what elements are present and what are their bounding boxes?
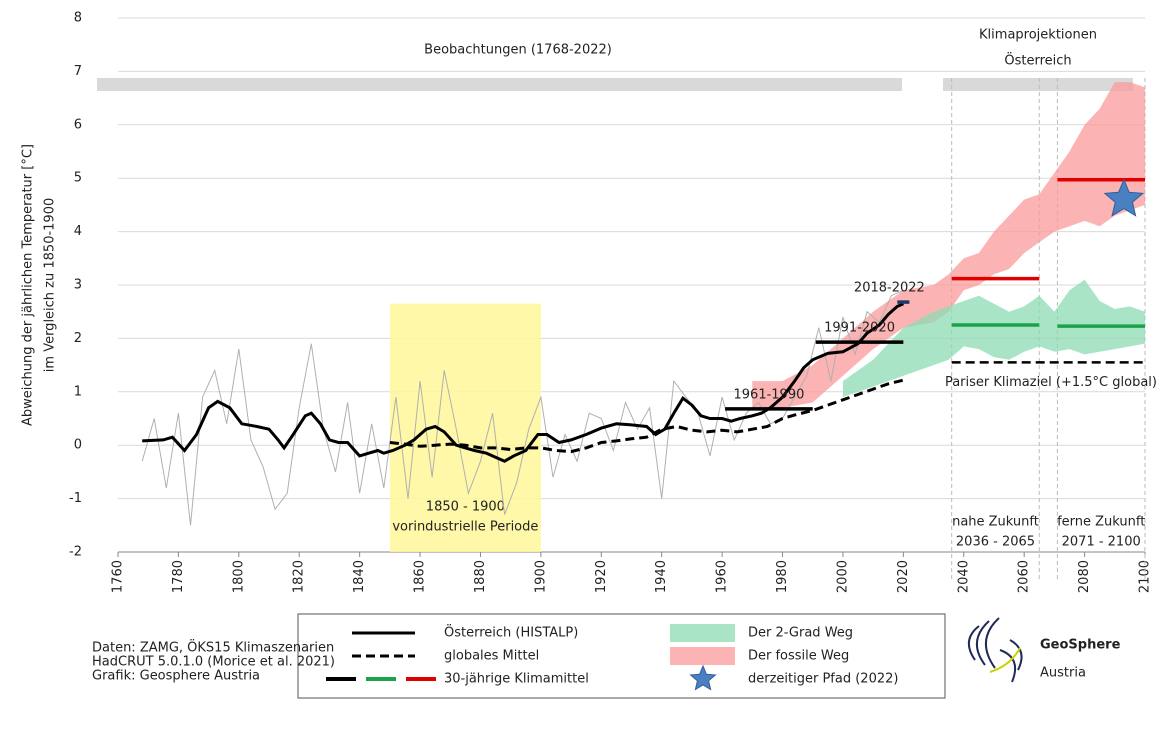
- x-tick-label: 1820: [292, 560, 307, 593]
- logo-swirl: [1009, 639, 1023, 671]
- mean-label: 2018-2022: [854, 281, 925, 296]
- legend-label: Der fossile Weg: [748, 649, 849, 664]
- credit: Grafik: Geosphere Austria: [92, 669, 260, 684]
- credit: HadCRUT 5.0.1.0 (Morice et al. 2021): [92, 655, 335, 670]
- mean-label: 1991-2020: [824, 321, 895, 336]
- y-tick-label: 2: [74, 331, 82, 346]
- paris-label: Pariser Klimaziel (+1.5°C global): [945, 375, 1157, 390]
- legend-swatch: [689, 664, 717, 691]
- series-line: [389, 378, 904, 454]
- section-label: Klimaprojektionen: [979, 28, 1097, 43]
- credit: Daten: ZAMG, ÖKS15 Klimaszenarien: [92, 639, 334, 656]
- logo-name: GeoSphere: [1040, 638, 1121, 653]
- band: [842, 279, 1145, 398]
- x-tick-label: 1960: [715, 560, 730, 593]
- legend-label: Der 2-Grad Weg: [748, 626, 853, 641]
- legend-label: derzeitiger Pfad (2022): [748, 672, 898, 687]
- x-tick-label: 1860: [413, 560, 428, 593]
- x-tick-label: 2020: [896, 560, 911, 593]
- x-tick-label: 1900: [533, 560, 548, 593]
- period-label: 2071 - 2100: [1062, 535, 1141, 550]
- y-tick-label: 5: [74, 171, 82, 186]
- x-tick-label: 1920: [594, 560, 609, 593]
- section-label: Beobachtungen (1768-2022): [424, 43, 612, 58]
- y-tick-label: -1: [69, 491, 82, 506]
- period-label: 2036 - 2065: [956, 535, 1035, 550]
- x-tick-label: 2040: [956, 560, 971, 593]
- logo-swirl: [999, 649, 1016, 683]
- logo-swirl: [976, 620, 990, 666]
- mean-label: 1961-1990: [734, 387, 805, 402]
- x-tick-label: 2060: [1017, 560, 1032, 593]
- logo-swirl: [985, 617, 1000, 669]
- y-axis-label: Abweichung der jährlichen Temperatur [°C…: [21, 144, 36, 426]
- y-tick-label: 1: [74, 384, 82, 399]
- x-tick-label: 1840: [352, 560, 367, 593]
- legend-box: [297, 613, 946, 699]
- y-tick-label: 3: [74, 278, 82, 293]
- x-tick-label: 2000: [835, 560, 850, 593]
- logo-sub: Austria: [1040, 666, 1086, 681]
- band: [752, 82, 1145, 408]
- logo-swirl: [989, 647, 1021, 673]
- x-tick-label: 1880: [473, 560, 488, 593]
- x-tick-label: 1760: [111, 560, 126, 593]
- section-label: Österreich: [1004, 52, 1071, 69]
- header-bar: [943, 78, 1133, 91]
- y-tick-label: 4: [74, 224, 82, 239]
- legend-swatch: [670, 624, 735, 642]
- legend-label: Österreich (HISTALP): [444, 624, 578, 641]
- y-tick-label: 6: [74, 117, 82, 132]
- y-tick-label: 7: [74, 64, 82, 79]
- x-tick-label: 1800: [231, 560, 246, 593]
- reference-period: [389, 303, 541, 552]
- x-tick-label: 1980: [775, 560, 790, 593]
- y-tick-label: -2: [69, 545, 82, 560]
- legend-label: globales Mittel: [444, 649, 539, 664]
- header-bar: [97, 78, 902, 91]
- period-label: vorindustrielle Periode: [392, 520, 538, 535]
- legend-swatch: [670, 647, 735, 665]
- x-tick-label: 2080: [1077, 560, 1092, 593]
- x-tick-label: 1780: [171, 560, 186, 593]
- logo-swirl: [968, 625, 980, 661]
- period-label: 1850 - 1900: [426, 500, 505, 515]
- y-tick-label: 8: [74, 11, 82, 26]
- legend-label: 30-jährige Klimamittel: [444, 672, 589, 687]
- x-tick-label: 1940: [654, 560, 669, 593]
- period-label: nahe Zukunft: [952, 515, 1039, 530]
- y-axis-label: im Vergleich zu 1850-1900: [43, 198, 58, 372]
- y-tick-label: 0: [74, 438, 82, 453]
- period-label: ferne Zukunft: [1057, 515, 1145, 530]
- star-marker: [1103, 178, 1145, 217]
